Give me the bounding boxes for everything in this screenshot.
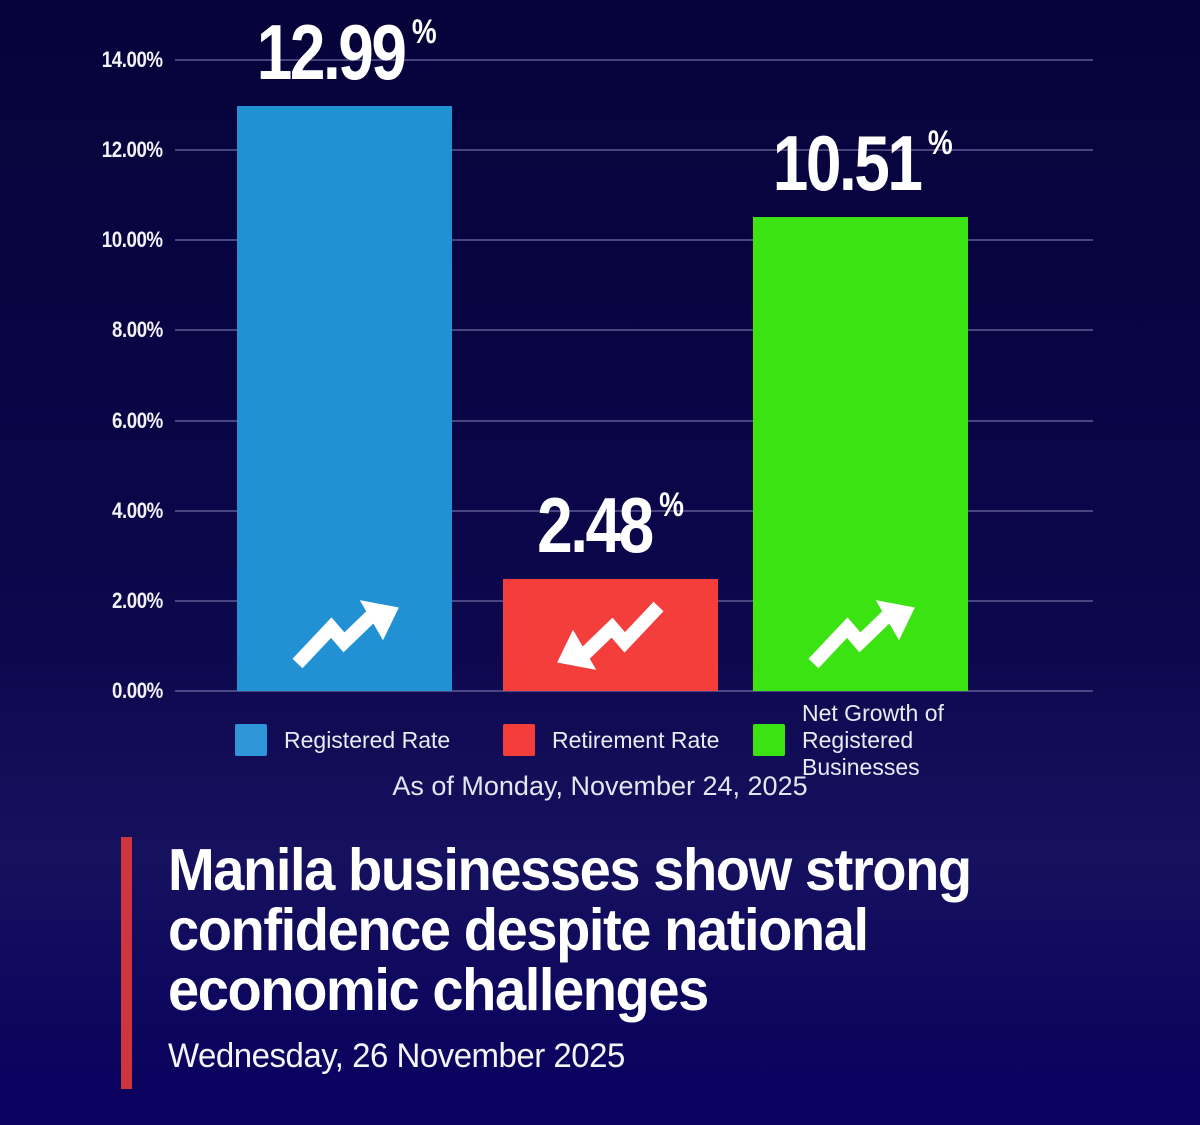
headline-block: Manila businesses show strong confidence… xyxy=(121,837,1013,1089)
y-axis-tick-label: 0.00% xyxy=(112,678,163,703)
legend-item: Registered Rate xyxy=(235,723,450,757)
headline-line-1: Manila businesses show strong xyxy=(168,837,972,903)
bar xyxy=(753,217,968,691)
y-axis-tick-label: 14.00% xyxy=(102,47,163,72)
legend-swatch xyxy=(503,724,535,756)
legend-label: Net Growth of Registered Businesses xyxy=(802,699,944,780)
y-axis-tick-label: 10.00% xyxy=(102,227,163,253)
trend-up-arrow-icon xyxy=(808,600,915,669)
plot-area: 14.00% 12.00% 10.00% 8.00% 6.00% 4.00% 2… xyxy=(102,6,1093,703)
bar-value-percent-sign: % xyxy=(659,486,684,525)
headline-text: Manila businesses show strong confidence… xyxy=(168,837,1013,1089)
y-axis-tick-label: 8.00% xyxy=(112,317,163,343)
gridline xyxy=(175,329,1093,332)
legend-item: Retirement Rate xyxy=(503,723,719,757)
headline-line-2: confidence despite national xyxy=(168,897,869,963)
bar-value-number: 2.48 xyxy=(537,481,654,570)
gridline xyxy=(175,239,1093,242)
headline-accent-bar xyxy=(121,837,132,1089)
bar-value-label: 2.48% xyxy=(503,479,718,571)
bar-value-label: 12.99% xyxy=(237,6,452,98)
legend-swatch xyxy=(235,724,267,756)
gridline xyxy=(175,509,1093,512)
headline-line-3: economic challenges xyxy=(168,957,709,1023)
bar-value-number: 12.99 xyxy=(256,7,407,96)
trend-down-arrow-icon xyxy=(556,601,663,670)
bar-value-percent-sign: % xyxy=(411,12,437,51)
legend-item: Net Growth of Registered Businesses xyxy=(753,700,1034,780)
as-of-date: As of Monday, November 24, 2025 xyxy=(392,771,808,801)
bar-value-label: 10.51% xyxy=(753,117,968,209)
bar xyxy=(237,105,452,691)
y-axis-tick-label: 12.00% xyxy=(102,137,163,163)
bar xyxy=(503,579,718,691)
legend-label: Registered Rate xyxy=(284,726,451,753)
gridline xyxy=(175,419,1093,422)
legend-label: Retirement Rate xyxy=(552,726,720,753)
gridline xyxy=(175,690,1093,692)
gridline xyxy=(175,59,1093,61)
gridline xyxy=(175,149,1093,152)
bar-value-number: 10.51 xyxy=(772,119,923,208)
y-axis-tick-label: 2.00% xyxy=(112,587,163,613)
y-axis-tick-label: 4.00% xyxy=(112,497,163,523)
headline-date: Wednesday, 26 November 2025 xyxy=(168,1037,625,1075)
legend-swatch xyxy=(753,724,785,756)
bar-value-percent-sign: % xyxy=(927,124,953,163)
trend-up-arrow-icon xyxy=(292,600,399,669)
y-axis-tick-label: 6.00% xyxy=(112,407,163,433)
